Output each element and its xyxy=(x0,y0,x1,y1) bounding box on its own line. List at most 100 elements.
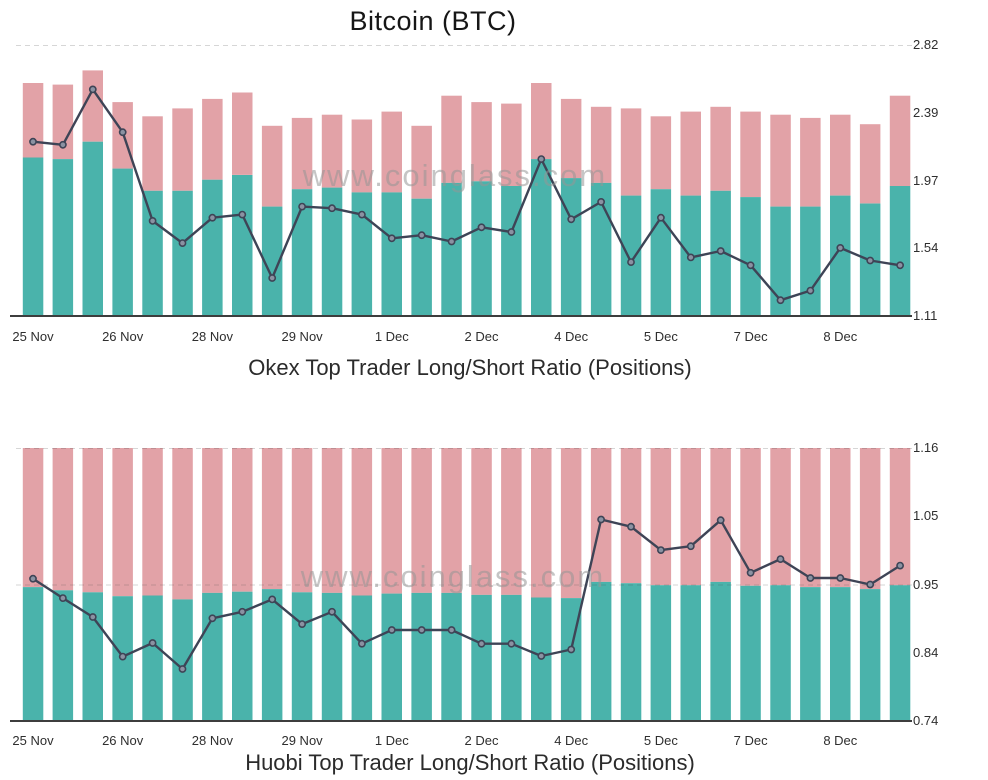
okex-long-bar-segment xyxy=(501,186,522,316)
okex-chart-title: Okex Top Trader Long/Short Ratio (Positi… xyxy=(248,355,692,380)
okex-ratio-point xyxy=(866,256,875,265)
okex-long-bar-segment xyxy=(560,178,582,316)
okex-long-bar-segment xyxy=(441,182,462,316)
huobi-long-bar-segment xyxy=(620,583,642,721)
huobi-short-bar-segment xyxy=(381,448,402,594)
okex-long-bar-segment xyxy=(172,190,193,316)
okex-ratio-point xyxy=(238,210,247,219)
huobi-short-bar-segment xyxy=(501,448,522,595)
huobi-short-bar-segment xyxy=(620,448,642,584)
okex-x-axis-tick-label: 29 Nov xyxy=(281,329,323,344)
okex-ratio-point xyxy=(657,213,665,222)
huobi-short-bar-segment xyxy=(291,448,313,593)
okex-plot-area[interactable] xyxy=(10,45,922,316)
okex-long-bar-segment xyxy=(381,192,402,316)
okex-short-bar-segment xyxy=(321,114,343,188)
okex-short-bar-segment xyxy=(560,98,582,179)
huobi-short-bar-segment xyxy=(590,448,612,582)
okex-ratio-point xyxy=(447,237,456,246)
okex-short-bar-segment xyxy=(441,95,462,183)
okex-short-bar-segment xyxy=(770,114,791,207)
huobi-x-axis-tick-label: 2 Dec xyxy=(464,733,499,748)
huobi-chart-title: Huobi Top Trader Long/Short Ratio (Posit… xyxy=(245,750,695,775)
huobi-short-bar-segment xyxy=(680,448,701,586)
okex-ratio-point xyxy=(29,137,37,146)
okex-short-bar-segment xyxy=(680,111,701,196)
huobi-short-bar-segment xyxy=(202,448,223,593)
okex-ratio-point xyxy=(387,234,396,243)
okex-short-bar-segment xyxy=(52,84,74,160)
okex-ratio-point xyxy=(776,296,785,305)
huobi-long-bar-segment xyxy=(411,592,432,721)
huobi-ratio-point xyxy=(298,620,306,628)
okex-short-bar-segment xyxy=(740,111,761,198)
huobi-y-axis-tick-label: 1.05 xyxy=(913,508,939,524)
okex-ratio-point xyxy=(417,231,426,240)
huobi-ratio-point xyxy=(387,626,396,634)
okex-long-bar-segment xyxy=(770,206,791,316)
okex-long-bar-segment xyxy=(590,182,612,316)
huobi-x-axis-tick-label: 28 Nov xyxy=(191,733,233,748)
okex-short-bar-segment xyxy=(261,125,283,207)
huobi-ratio-point xyxy=(357,639,366,648)
okex-short-bar-segment xyxy=(830,114,851,196)
huobi-ratio-point xyxy=(328,607,336,616)
huobi-short-bar-segment xyxy=(82,448,103,593)
huobi-ratio-point xyxy=(627,522,635,531)
huobi-short-bar-segment xyxy=(830,448,851,588)
okex-long-bar-segment xyxy=(202,179,223,316)
huobi-short-bar-segment xyxy=(52,448,74,591)
huobi-long-bar-segment xyxy=(680,585,701,721)
huobi-short-bar-segment xyxy=(531,448,552,598)
okex-x-axis-tick-label: 2 Dec xyxy=(464,329,499,344)
huobi-short-bar-segment xyxy=(142,448,163,596)
huobi-ratio-point xyxy=(118,652,127,661)
huobi-long-bar-segment xyxy=(381,593,402,721)
huobi-x-axis-tick-label: 1 Dec xyxy=(374,733,409,748)
huobi-ratio-point xyxy=(686,542,695,551)
okex-long-bar-segment xyxy=(531,159,552,316)
huobi-ratio-point xyxy=(148,639,157,647)
okex-short-bar-segment xyxy=(710,106,731,191)
okex-short-bar-segment xyxy=(471,102,492,182)
okex-ratio-point xyxy=(118,128,127,137)
okex-ratio-point xyxy=(686,253,695,262)
okex-ratio-point xyxy=(567,215,576,224)
huobi-ratio-point xyxy=(716,516,725,525)
huobi-long-bar-segment xyxy=(261,589,283,721)
okex-x-axis-tick-label: 28 Nov xyxy=(191,329,233,344)
okex-ratio-point xyxy=(537,155,546,163)
okex-ratio-point xyxy=(716,247,725,255)
okex-ratio-point xyxy=(88,85,97,94)
okex-y-axis-tick-label: 2.82 xyxy=(913,37,939,52)
huobi-long-bar-segment xyxy=(202,592,223,721)
huobi-ratio-point xyxy=(866,580,875,589)
okex-ratio-point xyxy=(746,261,755,270)
huobi-short-bar-segment xyxy=(859,448,881,590)
huobi-long-bar-segment xyxy=(52,590,74,721)
huobi-short-bar-segment xyxy=(441,448,462,593)
okex-short-bar-segment xyxy=(22,83,44,158)
okex-short-bar-segment xyxy=(351,119,373,193)
huobi-long-bar-segment xyxy=(740,585,761,721)
huobi-short-bar-segment xyxy=(232,448,253,592)
okex-short-bar-segment xyxy=(142,116,163,191)
okex-ratio-point xyxy=(59,140,67,149)
okex-long-bar-segment xyxy=(112,168,133,316)
huobi-ratio-point xyxy=(178,665,187,673)
okex-ratio-point xyxy=(148,216,157,225)
okex-short-bar-segment xyxy=(889,95,911,186)
okex-x-axis-tick-label: 26 Nov xyxy=(102,329,144,344)
okex-short-bar-segment xyxy=(590,106,612,183)
okex-long-bar-segment xyxy=(261,206,283,316)
huobi-long-bar-segment xyxy=(800,587,821,721)
okex-x-axis-tick-label: 8 Dec xyxy=(823,329,858,344)
huobi-ratio-point xyxy=(507,639,516,648)
okex-short-bar-segment xyxy=(650,116,672,190)
huobi-long-bar-segment xyxy=(770,585,791,721)
huobi-plot-area[interactable] xyxy=(10,448,922,721)
huobi-x-axis-tick-label: 25 Nov xyxy=(12,733,54,748)
huobi-short-bar-segment xyxy=(471,448,492,595)
okex-ratio-point xyxy=(178,239,187,247)
okex-ratio-point xyxy=(597,197,605,206)
